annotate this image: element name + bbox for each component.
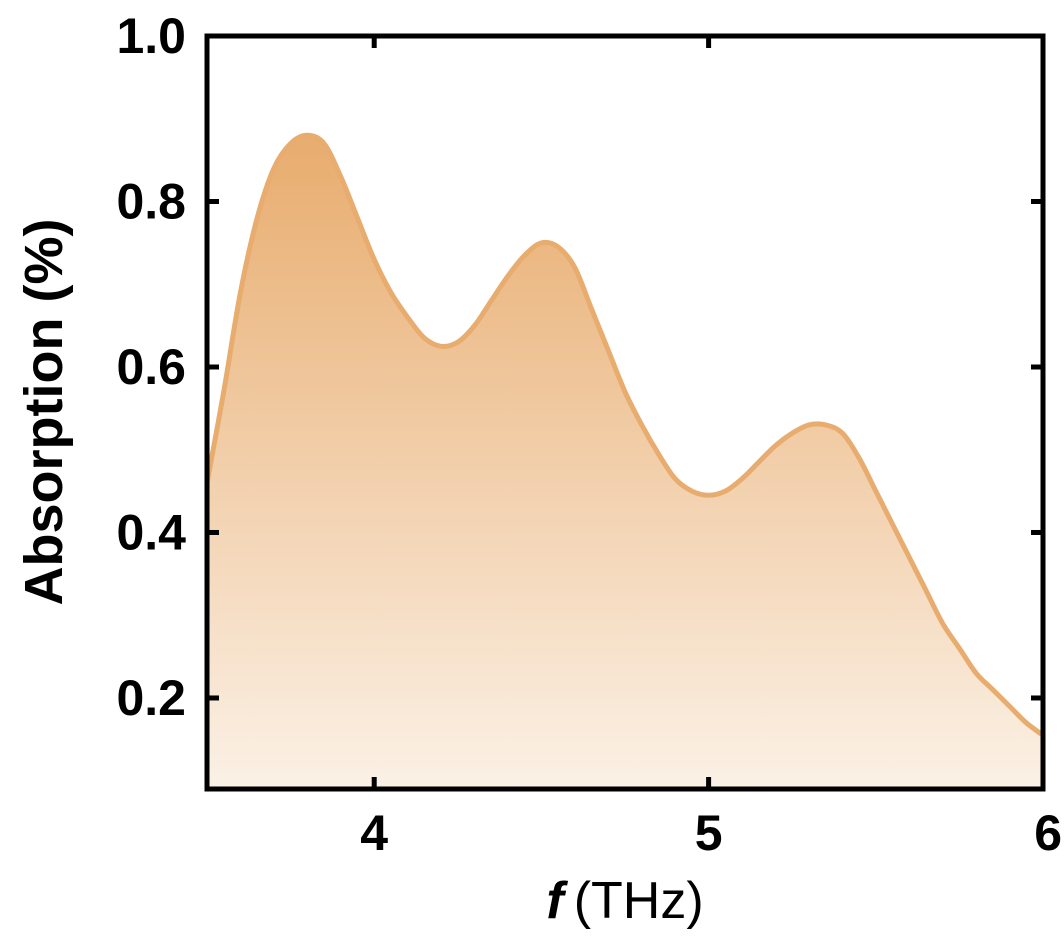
absorption-curve: [207, 132, 1043, 738]
x-axis-title: f (THz): [546, 872, 703, 930]
plot-area: [207, 132, 1043, 789]
y-tick-label: 0.6: [116, 339, 186, 395]
y-tick-label: 0.2: [116, 670, 186, 726]
x-tick-label: 5: [695, 805, 723, 861]
x-axis-title-unit: (THz): [574, 872, 704, 930]
x-tick-label: 6: [1034, 805, 1062, 861]
y-tick-label: 0.4: [116, 504, 186, 560]
plot-frame: [204, 33, 1046, 792]
y-axis-ticks: 0.2 0.4 0.6 0.8 1.0: [116, 8, 1043, 726]
x-tick-label: 4: [360, 805, 388, 861]
y-tick-label: 1.0: [116, 8, 186, 64]
x-axis-title-symbol: f: [546, 872, 568, 930]
absorption-area-fill: [207, 135, 1043, 789]
y-axis-title: Absorption (%): [14, 219, 74, 606]
y-tick-label: 0.8: [116, 173, 186, 229]
